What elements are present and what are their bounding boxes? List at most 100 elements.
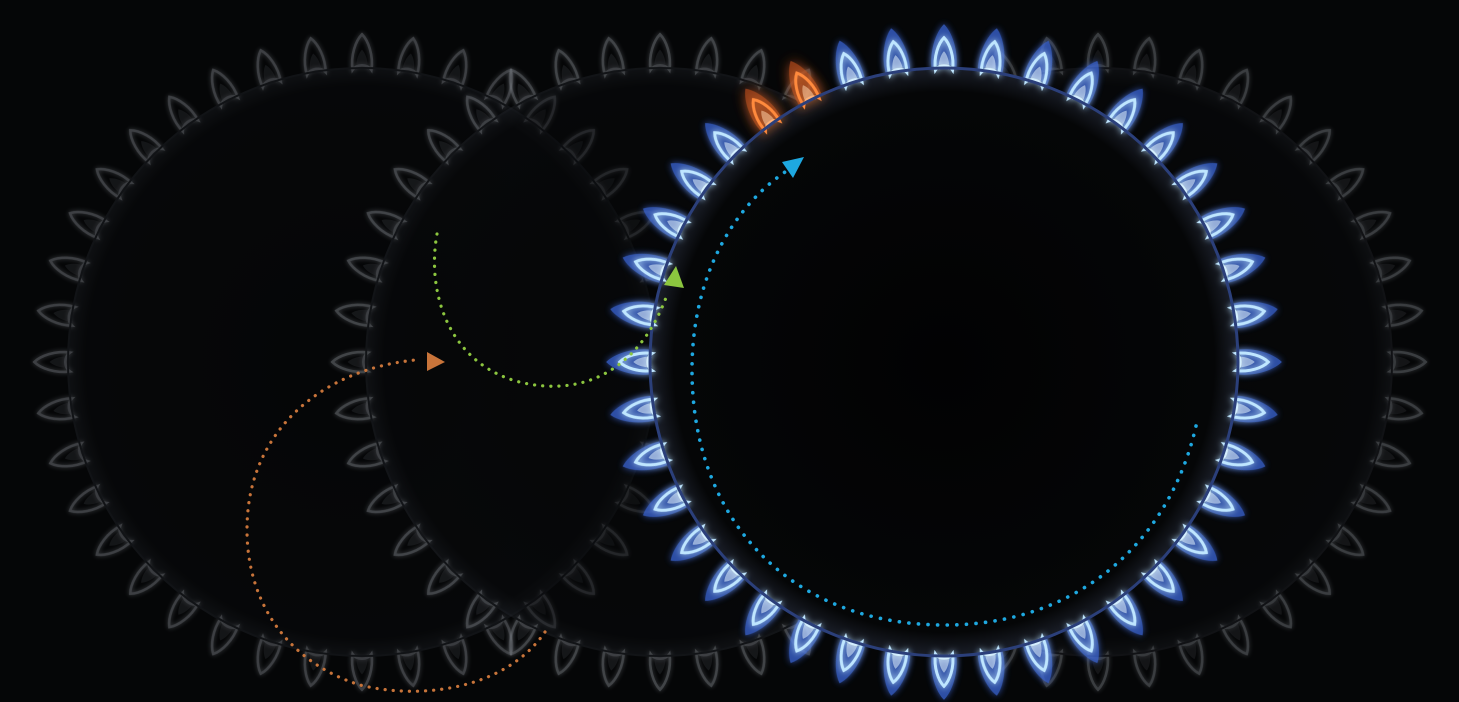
blue-arrow-path xyxy=(690,170,1198,627)
active-burner-flame xyxy=(883,28,911,80)
ghost-burner-middle-flame xyxy=(694,36,719,79)
orange-arrow-path xyxy=(245,358,547,693)
ghost-burner-right-flame xyxy=(1177,48,1204,91)
ghost-burner-right-flame xyxy=(1177,633,1204,676)
active-burner-flame xyxy=(1171,523,1218,561)
ghost-burner-left-flame xyxy=(36,396,79,421)
ghost-burner-left-flame xyxy=(396,645,421,688)
active-burner-rim xyxy=(648,66,1240,658)
active-burner-flame xyxy=(1105,88,1143,135)
ghost-burner-left-flame xyxy=(167,589,201,629)
ghost-burner-middle-flame xyxy=(426,128,464,166)
ghost-burner-left-flame xyxy=(68,210,110,241)
active-burner-flame xyxy=(977,28,1005,80)
ghost-burner-middle-flame xyxy=(366,210,408,241)
active-burner-flame xyxy=(705,558,748,601)
active-burner-flame xyxy=(642,483,692,517)
ghost-burner-middle-flame xyxy=(601,645,626,688)
ghost-burner-right-flame xyxy=(1350,483,1392,514)
ghost-burner-right-flame xyxy=(1294,128,1332,166)
ghost-burner-left-flame xyxy=(95,167,135,201)
active-burner-flame xyxy=(883,644,911,696)
green-arrow-path xyxy=(432,232,670,388)
active-burner-flame xyxy=(745,88,783,135)
blue-dotted-arrow xyxy=(690,157,1198,627)
ghost-burner-right-flame xyxy=(1381,303,1424,328)
ghost-burner-left-flame xyxy=(303,645,328,688)
active-burner-flame xyxy=(977,644,1005,696)
active-burner-flame xyxy=(1140,558,1183,601)
active-burner-disk xyxy=(650,68,1238,656)
orange-dotted-arrow xyxy=(245,352,547,693)
ghost-burner-right-flame xyxy=(1369,256,1412,283)
active-burner-flame xyxy=(1171,163,1218,201)
active-burner-flame xyxy=(606,349,657,375)
ghost-burner-right-flame xyxy=(1325,523,1365,557)
ghost-burner-right-flame xyxy=(1386,350,1428,374)
active-burner-flame xyxy=(610,395,662,423)
ghost-burner-middle-flame xyxy=(426,558,464,596)
ghost-burner-middle-flame xyxy=(694,645,719,688)
active-burner xyxy=(606,24,1282,700)
ghost-burner-middle-flame xyxy=(554,633,581,676)
ghost-burner-middle-flame xyxy=(330,350,372,374)
ghost-burner-left-flame xyxy=(128,558,166,596)
ghost-burner-left-flame xyxy=(32,350,74,374)
ghost-burner-right-flame xyxy=(1350,210,1392,241)
ghost-burner-right-flame xyxy=(1259,589,1293,629)
active-burner-flame xyxy=(1231,349,1282,375)
active-burner-flame xyxy=(745,589,783,636)
active-burner-flame xyxy=(789,60,823,110)
ghost-burner-middle-flame xyxy=(739,633,766,676)
active-burner-flame xyxy=(1105,589,1143,636)
active-burner-flame xyxy=(1022,40,1053,92)
active-burner-flame xyxy=(670,163,717,201)
active-burner-flame xyxy=(670,523,717,561)
ghost-burner-middle-flame xyxy=(601,36,626,79)
green-arrowhead xyxy=(664,266,684,288)
ghost-burner-left-flame xyxy=(95,523,135,557)
active-burner-flame xyxy=(1065,614,1099,664)
ghost-burner-right-flame xyxy=(1325,167,1365,201)
orange-arrowhead xyxy=(427,352,445,371)
ghost-burner-right-flame xyxy=(1369,441,1412,468)
ghost-burner-middle-flame xyxy=(648,650,672,692)
active-burner-flame xyxy=(931,649,957,700)
ghost-burner-middle-flame xyxy=(334,396,377,421)
ghost-burner-left-flame xyxy=(36,303,79,328)
ghost-burner-left-flame xyxy=(441,48,468,91)
active-burner-flame xyxy=(610,301,662,329)
ghost-burner-left-flame xyxy=(68,483,110,514)
ghost-burner-middle-flame xyxy=(393,523,433,557)
ghost-burner-middle-flame xyxy=(465,95,499,135)
ghost-burner-left-flame xyxy=(441,633,468,676)
ghost-burner-left-flame xyxy=(167,95,201,135)
ghost-burner-left-flame xyxy=(350,32,374,74)
active-burner-flame xyxy=(1140,123,1183,166)
active-burner-flame xyxy=(789,614,823,664)
ghost-burner-left-flame xyxy=(48,441,91,468)
active-burner-flame xyxy=(1226,395,1278,423)
ghost-burner-left-flame xyxy=(350,650,374,692)
ghost-burner-right-flame xyxy=(1219,614,1250,656)
ghost-burner-middle-flame xyxy=(554,48,581,91)
ghost-burner-middle-flame xyxy=(393,167,433,201)
active-burner-flame xyxy=(1196,483,1246,517)
active-burner-flame xyxy=(642,207,692,241)
ghost-burner-left-flame xyxy=(210,68,241,110)
ghost-burner-middle-flame xyxy=(346,441,389,468)
ghost-burner-middle-flame xyxy=(508,68,539,110)
blue-arrowhead xyxy=(782,157,804,178)
ghost-burner-middle-flame xyxy=(739,48,766,91)
active-burner-flame xyxy=(1226,301,1278,329)
ghost-burner-middle-flame xyxy=(465,589,499,629)
active-burner-flame xyxy=(1065,60,1099,110)
ghost-burner-left-flame xyxy=(210,614,241,656)
ghost-burner-left-flame xyxy=(396,36,421,79)
ghost-burner-middle-flame xyxy=(346,256,389,283)
active-burner-flame xyxy=(1196,207,1246,241)
ghost-burner-middle-flame xyxy=(334,303,377,328)
ghost-burner-left-flame xyxy=(256,48,283,91)
ghost-burner-left-flame xyxy=(303,36,328,79)
